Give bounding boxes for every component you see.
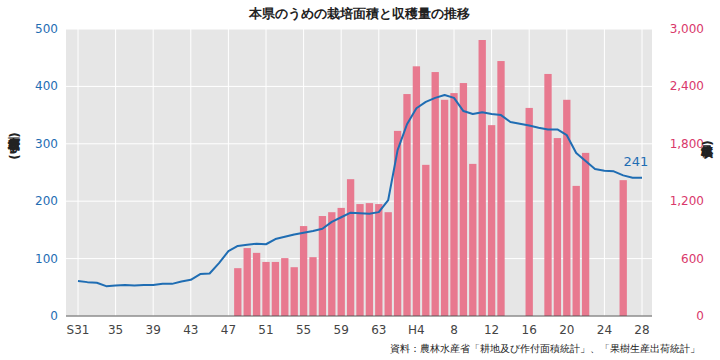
bar <box>281 258 288 316</box>
source: 資料：農林水産省「耕地及び作付面積統計」、「果樹生産出荷統計」 <box>390 343 700 354</box>
grid-line <box>153 29 154 316</box>
bar <box>300 226 307 316</box>
grid-line <box>228 29 229 316</box>
grid-line <box>190 29 191 316</box>
y2-tick-label: 3,000 <box>670 22 704 36</box>
bar <box>347 179 354 316</box>
bar <box>582 153 589 316</box>
marks <box>78 40 642 316</box>
bar <box>450 93 457 316</box>
x-tick-label: H4 <box>408 323 425 337</box>
bar <box>385 212 392 316</box>
y-tick-label: 300 <box>35 137 58 151</box>
y-axis-label: 栽培面積 (ha) <box>7 128 21 160</box>
bar <box>544 74 551 316</box>
bar <box>573 186 580 316</box>
bar <box>432 72 439 316</box>
bar <box>460 83 467 316</box>
grid-line <box>66 316 652 317</box>
bar <box>366 203 373 316</box>
bar <box>234 268 241 316</box>
bar <box>244 248 251 316</box>
bar <box>413 66 420 316</box>
bar <box>441 100 448 316</box>
grid-line <box>66 29 652 30</box>
x-tick-label: 55 <box>296 323 311 337</box>
x-tick-label: 24 <box>597 323 612 337</box>
x-tick-label: 35 <box>108 323 123 337</box>
y2-tick-label: 1,800 <box>670 137 704 151</box>
bar <box>422 165 429 316</box>
line <box>78 95 642 286</box>
bar <box>309 257 316 316</box>
bar <box>328 212 335 316</box>
x-tick-label: 51 <box>258 323 273 337</box>
bar <box>526 108 533 316</box>
bar <box>620 180 627 316</box>
annotation: 241 <box>624 154 649 169</box>
x-tick-label: 16 <box>522 323 537 337</box>
grid-line <box>78 29 79 316</box>
bar <box>253 253 260 316</box>
y2-tick-label: 2,400 <box>670 79 704 93</box>
y2-tick-label: 1,200 <box>670 194 704 208</box>
grid-line <box>604 29 605 316</box>
y-tick-label: 200 <box>35 194 58 208</box>
y-tick-label: 500 <box>35 22 58 36</box>
bar <box>338 208 345 316</box>
y2-axis-label: 収穫量 (t) <box>700 136 714 159</box>
x-tick-label: 12 <box>484 323 499 337</box>
y-tick-label: 400 <box>35 79 58 93</box>
x-tick-label: 63 <box>371 323 386 337</box>
y-tick-label: 100 <box>35 252 58 266</box>
bar <box>497 61 504 316</box>
x-tick-label: 8 <box>450 323 458 337</box>
plot-background <box>66 29 652 316</box>
bar <box>356 204 363 316</box>
bar <box>469 164 476 316</box>
x-tick-label: 20 <box>559 323 574 337</box>
y2-tick-label: 0 <box>696 309 704 323</box>
y-tick-label: 0 <box>50 309 58 323</box>
bar <box>319 216 326 316</box>
x-tick-label: 43 <box>183 323 198 337</box>
x-axis <box>66 316 652 317</box>
y2-tick-label: 600 <box>681 252 704 266</box>
x-tick-label: 28 <box>634 323 649 337</box>
grid-line <box>66 86 652 87</box>
bar <box>488 125 495 316</box>
x-tick-label: S31 <box>67 323 90 337</box>
x-tick-label: 47 <box>221 323 236 337</box>
bar <box>554 138 561 316</box>
grid-line <box>115 29 116 316</box>
bar <box>375 204 382 316</box>
title: 本県のうめの栽培面積と収穫量の推移 <box>248 6 470 21</box>
bar <box>262 262 269 316</box>
x-tick-label: 39 <box>146 323 161 337</box>
bar <box>403 94 410 316</box>
bar <box>479 40 486 316</box>
chart: 0 100 200 300 400 500 0 600 1,200 1,800 2,400 3,000… <box>0 0 720 360</box>
x-tick-label: 59 <box>334 323 349 337</box>
bar <box>272 262 279 316</box>
bar <box>291 267 298 316</box>
grid-line <box>642 29 643 316</box>
bar <box>563 100 570 316</box>
